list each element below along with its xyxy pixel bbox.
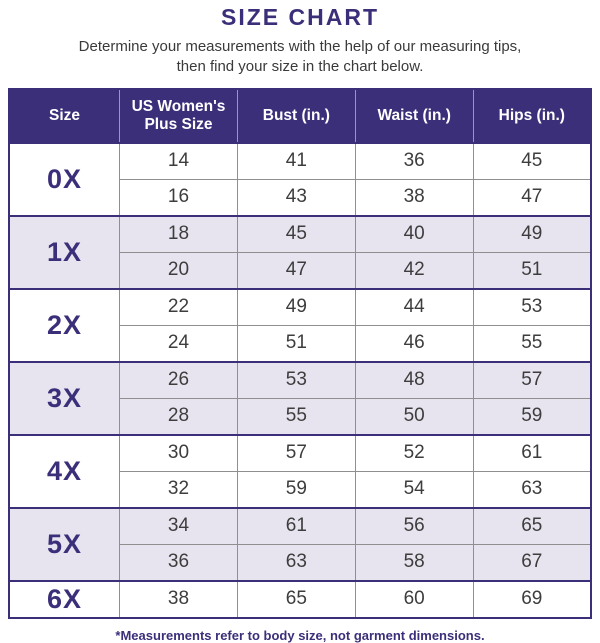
measurement-cell: 49: [236, 288, 356, 326]
measurement-cell: 45: [472, 142, 591, 180]
measurement-cell: 59: [472, 397, 591, 435]
column-header-size: Size: [9, 88, 121, 144]
size-group-4x: 4X 30 57 52 61 32 59 54 63: [9, 434, 591, 508]
measurement-cell: 53: [236, 361, 356, 399]
table-row: 1X 18 45 40 49: [9, 215, 591, 289]
measurement-cell: 65: [472, 507, 591, 545]
measurement-cell: 40: [354, 215, 474, 253]
header-row: Size US Women's Plus Size Bust (in.) Waist …: [9, 88, 591, 144]
table-row: 5X 34 61 56 65: [9, 507, 591, 581]
size-label-1x: 1X: [9, 215, 121, 289]
size-chart-table: Size US Women's Plus Size Bust (in.) Waist …: [8, 87, 592, 619]
measurement-cell: 32: [119, 470, 238, 508]
measurement-cell: 22: [119, 288, 238, 326]
measurement-cell: 53: [472, 288, 591, 326]
measurement-cell: 46: [354, 324, 474, 362]
measurement-cell: 30: [119, 434, 238, 472]
measurement-cell: 41: [236, 142, 356, 180]
subtitle-line-2: then find your size in the chart below.: [176, 58, 424, 76]
measurement-cell: 26: [119, 361, 238, 399]
page-title: SIZE CHART: [221, 4, 379, 30]
measurement-cell: 60: [354, 580, 474, 618]
size-group-0x: 0X 14 41 36 45 16 43 38 47: [9, 142, 591, 216]
measurement-cell: 38: [119, 580, 238, 618]
measurement-cell: 55: [472, 324, 591, 362]
measurement-cell: 14: [119, 142, 238, 180]
size-label-4x: 4X: [9, 434, 121, 508]
measurement-cell: 56: [354, 507, 474, 545]
footnote: *Measurements refer to body size, not ga…: [115, 627, 485, 643]
size-group-3x: 3X 26 53 48 57 28 55 50 59: [9, 361, 591, 435]
measurement-cell: 55: [236, 397, 356, 435]
page-subtitle: Determine your measurements with the hel…: [0, 37, 600, 78]
column-header-us-women-s-plus-size: US Women's Plus Size: [119, 88, 238, 144]
measurement-cell: 61: [472, 434, 591, 472]
measurement-cell: 47: [472, 178, 591, 216]
measurement-cell: 49: [472, 215, 591, 253]
measurement-cell: 63: [472, 470, 591, 508]
size-label-3x: 3X: [9, 361, 121, 435]
size-group-5x: 5X 34 61 56 65 36 63 58 67: [9, 507, 591, 581]
measurement-cell: 50: [354, 397, 474, 435]
column-header-hips-in: Hips (in.): [473, 88, 591, 144]
size-chart-header: Size US Women's Plus Size Bust (in.) Waist …: [9, 88, 591, 144]
size-group-6x: 6X 38 65 60 69: [9, 580, 591, 618]
measurement-cell: 44: [354, 288, 474, 326]
measurement-cell: 65: [236, 580, 356, 618]
table-row: 2X 22 49 44 53: [9, 288, 591, 362]
size-group-2x: 2X 22 49 44 53 24 51 46 55: [9, 288, 591, 362]
measurement-cell: 61: [236, 507, 356, 545]
measurement-cell: 57: [472, 361, 591, 399]
measurement-cell: 52: [354, 434, 474, 472]
table-row: 3X 26 53 48 57: [9, 361, 591, 435]
measurement-cell: 51: [472, 251, 591, 289]
subtitle-line-1: Determine your measurements with the hel…: [78, 38, 522, 55]
measurement-cell: 69: [472, 580, 591, 618]
size-chart-container: Size US Women's Plus Size Bust (in.) Waist …: [8, 87, 592, 619]
measurement-cell: 58: [354, 543, 474, 581]
measurement-cell: 48: [354, 361, 474, 399]
measurement-cell: 45: [236, 215, 356, 253]
column-header-waist-in: Waist (in.): [355, 88, 474, 144]
measurement-cell: 28: [119, 397, 238, 435]
measurement-cell: 16: [119, 178, 238, 216]
measurement-cell: 36: [119, 543, 238, 581]
table-row: 32 59 54 63: [9, 470, 591, 508]
measurement-cell: 42: [354, 251, 474, 289]
table-row: 0X 14 41 36 45: [9, 142, 591, 216]
size-label-2x: 2X: [9, 288, 121, 362]
measurement-cell: 43: [236, 178, 356, 216]
measurement-cell: 54: [354, 470, 474, 508]
measurement-cell: 38: [354, 178, 474, 216]
table-row: 24 51 46 55: [9, 324, 591, 362]
measurement-cell: 59: [236, 470, 356, 508]
measurement-cell: 47: [236, 251, 356, 289]
size-group-1x: 1X 18 45 40 49 20 47 42 51: [9, 215, 591, 289]
measurement-cell: 18: [119, 215, 238, 253]
measurement-cell: 20: [119, 251, 238, 289]
measurement-cell: 51: [236, 324, 356, 362]
table-row: 4X 30 57 52 61: [9, 434, 591, 508]
measurement-cell: 24: [119, 324, 238, 362]
table-row: 6X 38 65 60 69: [9, 580, 591, 618]
measurement-cell: 36: [354, 142, 474, 180]
table-row: 28 55 50 59: [9, 397, 591, 435]
measurement-cell: 34: [119, 507, 238, 545]
measurement-cell: 63: [236, 543, 356, 581]
column-header-bust-in: Bust (in.): [237, 88, 356, 144]
measurement-cell: 57: [236, 434, 356, 472]
size-label-5x: 5X: [9, 507, 121, 581]
table-row: 20 47 42 51: [9, 251, 591, 289]
size-label-0x: 0X: [9, 142, 121, 216]
size-label-6x: 6X: [9, 580, 121, 618]
measurement-cell: 67: [472, 543, 591, 581]
